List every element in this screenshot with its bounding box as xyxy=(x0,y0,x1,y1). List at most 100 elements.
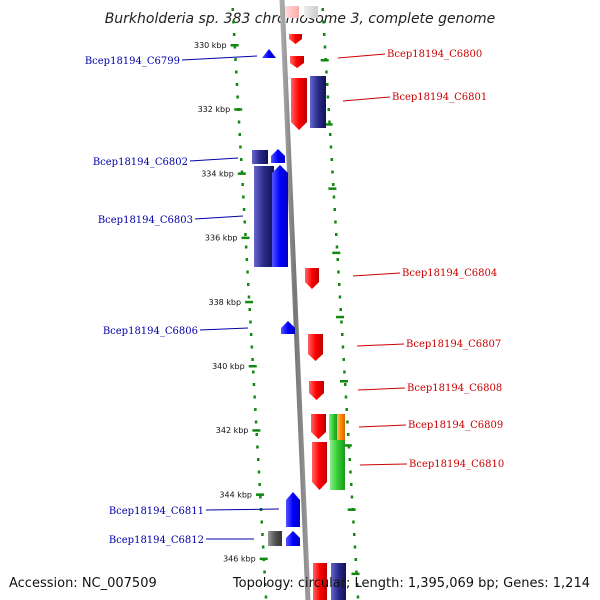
gene-labels: Bcep18194_C6799 Bcep18194_C6802 Bcep1819… xyxy=(85,49,504,546)
guide-dot xyxy=(334,220,337,224)
guide-dot xyxy=(258,483,261,486)
gene-Bcep18194_C6810[interactable] xyxy=(330,440,345,490)
gene-partial-bottom-navy[interactable] xyxy=(331,563,346,600)
label-connectors xyxy=(181,53,408,540)
guide-dot xyxy=(263,570,266,574)
gene-Bcep18194_C6810-red[interactable] xyxy=(312,442,327,490)
gene-Bcep18194_C6802[interactable] xyxy=(252,150,268,164)
gene-Bcep18194_C6809[interactable] xyxy=(337,414,345,440)
gene-partial-top-red[interactable] xyxy=(285,6,299,18)
tick-mark xyxy=(248,365,257,368)
tick-mark xyxy=(230,44,239,47)
gene-Bcep18194_C6799[interactable] xyxy=(262,49,276,58)
scale-ticks: 330 kbp 332 kbp 334 kbp 336 kbp 338 kbp 340 k… xyxy=(194,41,360,576)
gene-Bcep18194_C6804[interactable] xyxy=(305,268,319,289)
gene-Bcep18194_C6807[interactable] xyxy=(308,334,323,361)
tick-mark xyxy=(256,493,264,496)
gene-features xyxy=(252,6,346,600)
guide-dot xyxy=(247,283,250,286)
tick-mark xyxy=(237,172,246,175)
guide-dots xyxy=(231,8,360,599)
guide-dot xyxy=(257,458,260,461)
tick-label: 334 kbp xyxy=(201,169,234,178)
gene-label-C6810[interactable]: Bcep18194_C6810 xyxy=(409,459,504,470)
tick-label: 336 kbp xyxy=(205,234,238,243)
guide-dot xyxy=(234,58,237,61)
guide-dot xyxy=(253,395,256,399)
guide-dot xyxy=(254,420,258,424)
guide-dot xyxy=(328,120,331,124)
tick-mark xyxy=(245,300,254,304)
gene-Bcep18194_C6808[interactable] xyxy=(309,381,324,400)
guide-dot xyxy=(340,320,343,324)
tick-label: 342 kbp xyxy=(216,426,249,435)
guide-dot xyxy=(342,358,345,361)
guide-dot xyxy=(336,258,339,261)
gene-partial-top-gray[interactable] xyxy=(304,6,318,18)
gene-Bcep18194_C6806[interactable] xyxy=(281,321,295,334)
gene-Bcep18194_C6801[interactable] xyxy=(310,76,326,128)
guide-dot xyxy=(352,520,355,524)
guide-dot xyxy=(339,308,342,311)
guide-dot xyxy=(259,495,262,499)
gene-Bcep18194_C6800-part-a[interactable] xyxy=(289,34,302,44)
gene-label-C6808[interactable]: Bcep18194_C6808 xyxy=(407,383,502,394)
guide-dot xyxy=(231,8,234,11)
gene-label-C6809[interactable]: Bcep18194_C6809 xyxy=(408,420,503,431)
gene-label-C6811[interactable]: Bcep18194_C6811 xyxy=(109,506,204,517)
guide-dot xyxy=(345,408,348,411)
guide-dot xyxy=(326,83,329,86)
gene-label-C6802[interactable]: Bcep18194_C6802 xyxy=(93,157,188,168)
guide-dot xyxy=(255,433,258,436)
guide-dot xyxy=(335,233,338,236)
guide-dot xyxy=(338,295,342,299)
tick-mark xyxy=(241,236,250,240)
guide-dot xyxy=(348,458,351,461)
guide-dot xyxy=(235,83,239,86)
guide-dot xyxy=(338,283,341,286)
guide-dot xyxy=(251,358,254,361)
gene-label-C6807[interactable]: Bcep18194_C6807 xyxy=(406,339,501,350)
guide-dot xyxy=(244,245,248,249)
guide-dot xyxy=(344,383,347,386)
guide-dot xyxy=(333,208,336,211)
gene-Bcep18194_C6800[interactable] xyxy=(290,56,304,68)
gene-Bcep18194_C6811[interactable] xyxy=(286,492,300,527)
gene-label-C6803[interactable]: Bcep18194_C6803 xyxy=(98,215,193,226)
gene-Bcep18194_C6812-blue[interactable] xyxy=(286,531,300,546)
map-title: Burkholderia sp. 383 chromosome 3, compl… xyxy=(105,11,496,27)
gene-label-C6801[interactable]: Bcep18194_C6801 xyxy=(392,92,487,103)
tick-mark xyxy=(259,557,268,561)
guide-dot xyxy=(248,308,251,311)
guide-dot xyxy=(326,95,330,99)
tick-mark-right xyxy=(332,251,341,255)
tick-mark-right xyxy=(336,315,345,319)
guide-dot xyxy=(240,158,243,161)
guide-dot xyxy=(321,8,324,11)
guide-dot xyxy=(261,533,264,536)
tick-mark-right xyxy=(347,508,356,511)
guide-dot xyxy=(232,33,236,36)
guide-dot xyxy=(347,433,350,436)
guide-dot xyxy=(341,333,344,336)
gene-Bcep18194_C6802-blue[interactable] xyxy=(271,149,285,163)
gene-label-C6806[interactable]: Bcep18194_C6806 xyxy=(103,326,198,337)
gene-label-C6804[interactable]: Bcep18194_C6804 xyxy=(402,268,497,279)
tick-mark xyxy=(234,108,243,111)
gene-label-C6799[interactable]: Bcep18194_C6799 xyxy=(85,56,180,67)
gene-label-C6800[interactable]: Bcep18194_C6800 xyxy=(387,49,482,60)
gene-Bcep18194_C6812[interactable] xyxy=(268,531,282,546)
guide-dot xyxy=(343,370,346,374)
gene-partial-bottom-red[interactable] xyxy=(313,563,327,600)
gene-label-C6812[interactable]: Bcep18194_C6812 xyxy=(109,535,204,546)
gene-Bcep18194_C6803[interactable] xyxy=(254,166,274,267)
guide-dot xyxy=(257,470,261,474)
gene-Bcep18194_C6801-red[interactable] xyxy=(291,78,307,130)
guide-dot xyxy=(350,495,354,499)
gene-Bcep18194_C6809-red[interactable] xyxy=(311,414,326,439)
guide-dot xyxy=(322,20,325,24)
gene-Bcep18194_C6803-blue[interactable] xyxy=(272,165,288,267)
gene-Bcep18194_C6809-green[interactable] xyxy=(329,414,337,440)
guide-dot xyxy=(237,120,241,124)
guide-dot xyxy=(329,145,333,149)
